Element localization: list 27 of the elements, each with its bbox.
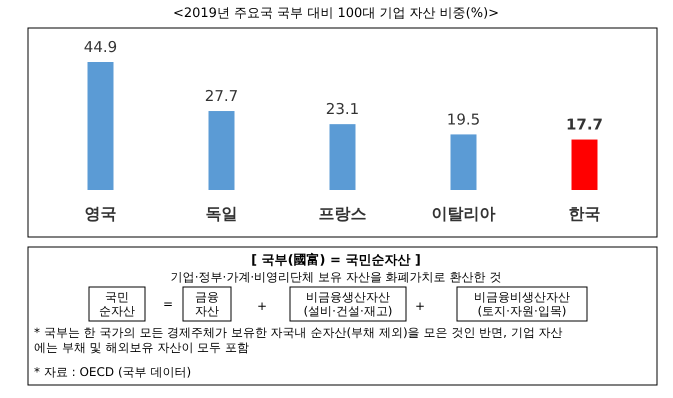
text: + (256, 299, 268, 313)
text: [ 국부(國富) = 국민순자산 ] (251, 252, 421, 268)
data-label: 19.5 (446, 110, 480, 128)
bar (450, 134, 476, 190)
text: 기업·정부·가계·비영리단체 보유 자산을 화폐가치로 환산한 것 (170, 270, 502, 284)
text: 금융 자산 (195, 290, 219, 318)
text: 비금융비생산자산 (토지·자원·입목) (474, 290, 570, 318)
text: + (414, 299, 426, 313)
text: * 국부는 한 국가의 모든 경제주체가 보유한 자국내 순자산(부채 제외)을 모은 것인 반면, 기업 자산 에는 부채 및 해외보유 자산이 모두 포함 (34, 326, 563, 354)
x-tick-label: 영국 (84, 204, 116, 223)
text: = (162, 297, 174, 311)
data-label: 27.7 (204, 87, 238, 106)
x-tick-label: 한국 (568, 204, 600, 223)
x-tick-label: 독일 (206, 204, 238, 223)
chart-title: <2019년 주요국 국부 대비 100대 기업 자산 비중(%)> (172, 6, 500, 21)
x-tick-label: 프랑스 (318, 204, 366, 223)
text: 국민 순자산 (99, 290, 135, 318)
bar (572, 140, 598, 190)
bar (208, 111, 234, 190)
data-label: 23.1 (326, 100, 360, 118)
data-label: 44.9 (84, 38, 118, 56)
bar (330, 124, 356, 190)
data-label: 17.7 (566, 116, 604, 134)
bar (88, 62, 114, 190)
x-tick-label: 이탈리아 (432, 204, 496, 223)
text: 비금융생산자산 (설비·건설·재고) (304, 290, 392, 318)
text: * 자료 : OECD (국부 데이터) (34, 365, 192, 379)
